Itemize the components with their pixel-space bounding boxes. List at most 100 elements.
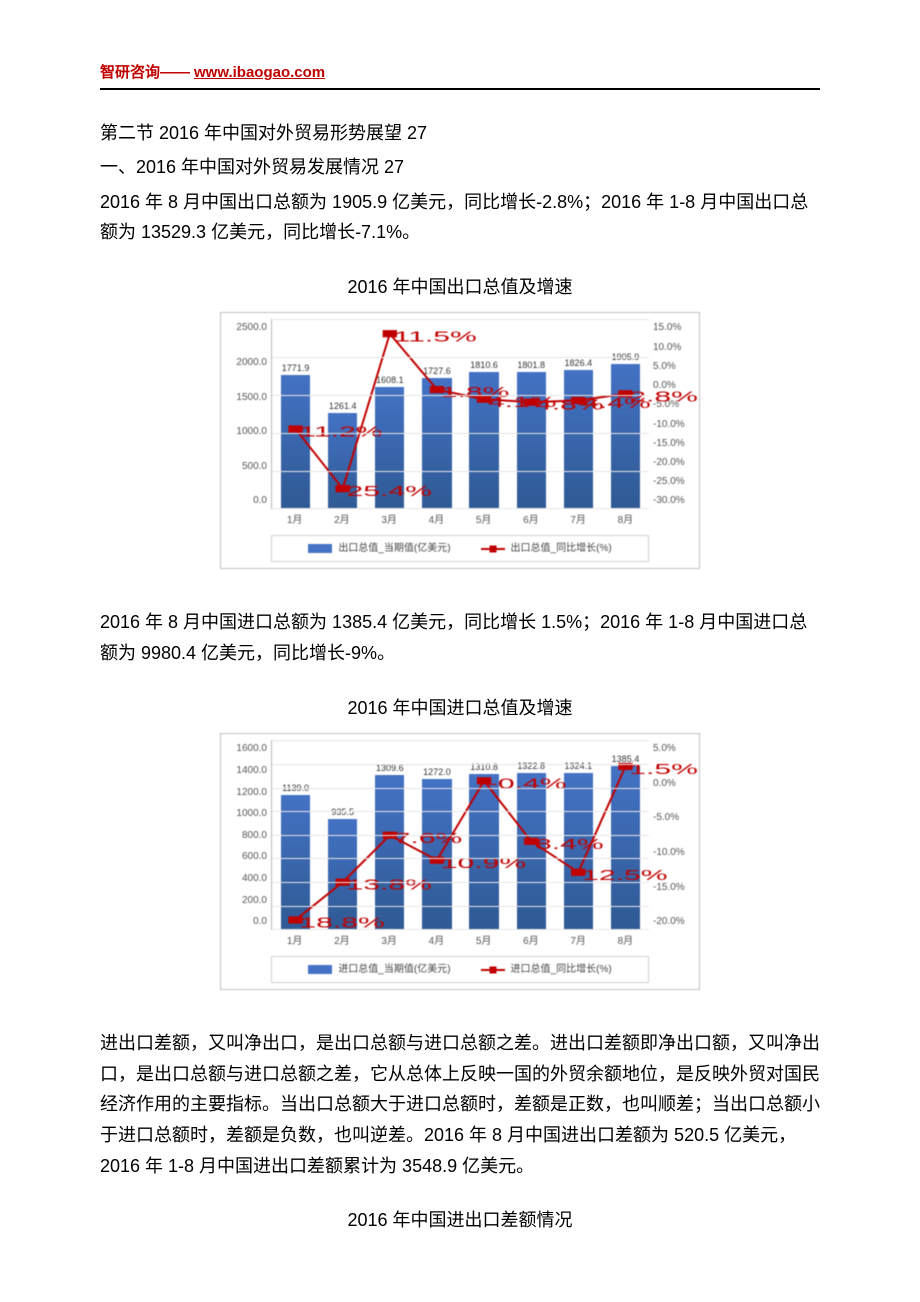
- x-tick: 2月: [334, 512, 350, 529]
- site-link[interactable]: www.ibaogao.com: [194, 60, 325, 86]
- subsection-heading: 一、2016 年中国对外贸易发展情况 27: [100, 152, 820, 183]
- x-tick: 7月: [570, 933, 586, 950]
- grid-line: [272, 835, 649, 836]
- y-right-tick: -20.0%: [653, 454, 685, 471]
- grid-line: [272, 395, 649, 396]
- y-left-tick: 1200.0: [236, 784, 267, 801]
- x-tick: 4月: [429, 933, 445, 950]
- y-right-tick: -25.0%: [653, 473, 685, 490]
- chart1-y-right: 15.0%10.0%5.0%0.0%-5.0%-10.0%-15.0%-20.0…: [649, 319, 691, 509]
- x-tick: 2月: [334, 933, 350, 950]
- y-left-tick: 1000.0: [236, 805, 267, 822]
- y-left-tick: 0.0: [253, 492, 267, 509]
- x-tick: 6月: [523, 512, 539, 529]
- x-tick: 6月: [523, 933, 539, 950]
- x-tick: 5月: [476, 933, 492, 950]
- chart2-legend-bar: 进口总值_当期值(亿美元): [308, 961, 450, 978]
- grid-line: [272, 357, 649, 358]
- y-left-tick: 1000.0: [236, 423, 267, 440]
- line-point-label: 25.4%: [346, 483, 431, 500]
- y-right-tick: -10.0%: [653, 844, 685, 861]
- y-left-tick: 500.0: [242, 458, 267, 475]
- chart2-x-axis: 1月 2月 3月 4月 5月 6月 7月 8月: [271, 930, 649, 950]
- y-left-tick: 400.0: [242, 870, 267, 887]
- line-point-label: 13.8%: [346, 877, 431, 894]
- x-tick: 8月: [618, 512, 634, 529]
- grid-line: [272, 319, 649, 320]
- chart1-legend-line: 出口总值_同比增长(%): [481, 540, 612, 557]
- bar-swatch-icon: [308, 965, 332, 974]
- line-swatch-icon: [481, 969, 505, 971]
- chart2-plot-area: 1600.0 1400.0 1200.0 1000.0 800.0 600.0 400.0 2…: [229, 740, 691, 930]
- legend-line-label: 进口总值_同比增长(%): [511, 961, 612, 978]
- legend-bar-label: 出口总值_当期值(亿美元): [338, 540, 450, 557]
- y-right-tick: -30.0%: [653, 492, 685, 509]
- brand-label: 智研咨询——: [100, 60, 190, 86]
- y-right-tick: -5.0%: [653, 809, 679, 826]
- grid-line: [272, 433, 649, 434]
- y-right-tick: 5.0%: [653, 740, 676, 757]
- paragraph-import-summary: 2016 年 8 月中国进口总额为 1385.4 亿美元，同比增长 1.5%；2…: [100, 607, 820, 668]
- grid-line: [272, 882, 649, 883]
- y-right-tick: 10.0%: [653, 339, 681, 356]
- section-heading: 第二节 2016 年中国对外贸易形势展望 27: [100, 118, 820, 149]
- line-point-label: 11.5%: [394, 328, 477, 345]
- chart3-title: 2016 年中国进出口差额情况: [100, 1205, 820, 1236]
- chart2-y-left: 1600.0 1400.0 1200.0 1000.0 800.0 600.0 400.0 2…: [229, 740, 271, 930]
- y-left-tick: 200.0: [242, 892, 267, 909]
- grid-line: [272, 906, 649, 907]
- grid-line: [272, 858, 649, 859]
- y-left-tick: 2500.0: [236, 319, 267, 336]
- x-tick: 8月: [618, 933, 634, 950]
- chart2-title: 2016 年中国进口总值及增速: [100, 693, 820, 724]
- x-tick: 1月: [287, 933, 303, 950]
- x-tick: 7月: [570, 512, 586, 529]
- y-left-tick: 2000.0: [236, 354, 267, 371]
- chart1-plot-area: 2500.0 2000.0 1500.0 1000.0 500.0 0.0 1771.91…: [229, 319, 691, 509]
- chart2-plot: 1139.0935.51309.61272.01310.81322.81324.…: [271, 740, 649, 930]
- chart1-title: 2016 年中国出口总值及增速: [100, 272, 820, 303]
- chart1-legend: 出口总值_当期值(亿美元) 出口总值_同比增长(%): [271, 535, 649, 562]
- line-swatch-icon: [481, 548, 505, 550]
- chart1-plot: 1771.91261.41608.11727.61810.61801.81826…: [271, 319, 649, 509]
- y-right-tick: -10.0%: [653, 416, 685, 433]
- paragraph-export-summary: 2016 年 8 月中国出口总额为 1905.9 亿美元，同比增长-2.8%；2…: [100, 187, 820, 248]
- grid-line: [272, 929, 649, 930]
- grid-line: [272, 811, 649, 812]
- y-right-tick: -20.0%: [653, 913, 685, 930]
- line-point-label: 10.9%: [441, 855, 526, 872]
- x-tick: 1月: [287, 512, 303, 529]
- chart2-legend-line: 进口总值_同比增长(%): [481, 961, 612, 978]
- y-left-tick: 1600.0: [236, 740, 267, 757]
- y-left-tick: 800.0: [242, 827, 267, 844]
- line-point-label: -0.4%: [488, 775, 567, 792]
- chart1-container: 2500.0 2000.0 1500.0 1000.0 500.0 0.0 1771.91…: [220, 312, 700, 569]
- grid-line: [272, 764, 649, 765]
- chart1-legend-bar: 出口总值_当期值(亿美元): [308, 540, 450, 557]
- x-tick: 3月: [381, 933, 397, 950]
- x-tick: 3月: [381, 512, 397, 529]
- grid-line: [272, 508, 649, 509]
- legend-line-label: 出口总值_同比增长(%): [511, 540, 612, 557]
- y-left-tick: 1400.0: [236, 762, 267, 779]
- y-right-tick: -15.0%: [653, 435, 685, 452]
- chart1-line: 11.2%25.4%11.5%1.8%4.1%4.8%4.4%2.8%: [272, 319, 649, 508]
- line-point-label: 2.8%: [629, 388, 698, 405]
- y-right-tick: 15.0%: [653, 319, 681, 336]
- line-point-label: 7.6%: [394, 830, 463, 847]
- y-left-tick: 600.0: [242, 848, 267, 865]
- page-header: 智研咨询—— www.ibaogao.com: [100, 60, 820, 90]
- chart1-y-left: 2500.0 2000.0 1500.0 1000.0 500.0 0.0: [229, 319, 271, 509]
- x-tick: 5月: [476, 512, 492, 529]
- bar-swatch-icon: [308, 544, 332, 553]
- chart2-legend: 进口总值_当期值(亿美元) 进口总值_同比增长(%): [271, 956, 649, 983]
- y-right-tick: 5.0%: [653, 358, 676, 375]
- line-point-label: 8.4%: [535, 836, 604, 853]
- paragraph-balance: 进出口差额，又叫净出口，是出口总额与进口总额之差。进出口差额即净出口额，又叫净出…: [100, 1028, 820, 1181]
- grid-line: [272, 788, 649, 789]
- y-left-tick: 0.0: [253, 913, 267, 930]
- y-left-tick: 1500.0: [236, 389, 267, 406]
- chart2-container: 1600.0 1400.0 1200.0 1000.0 800.0 600.0 400.0 2…: [220, 733, 700, 990]
- grid-line: [272, 471, 649, 472]
- legend-bar-label: 进口总值_当期值(亿美元): [338, 961, 450, 978]
